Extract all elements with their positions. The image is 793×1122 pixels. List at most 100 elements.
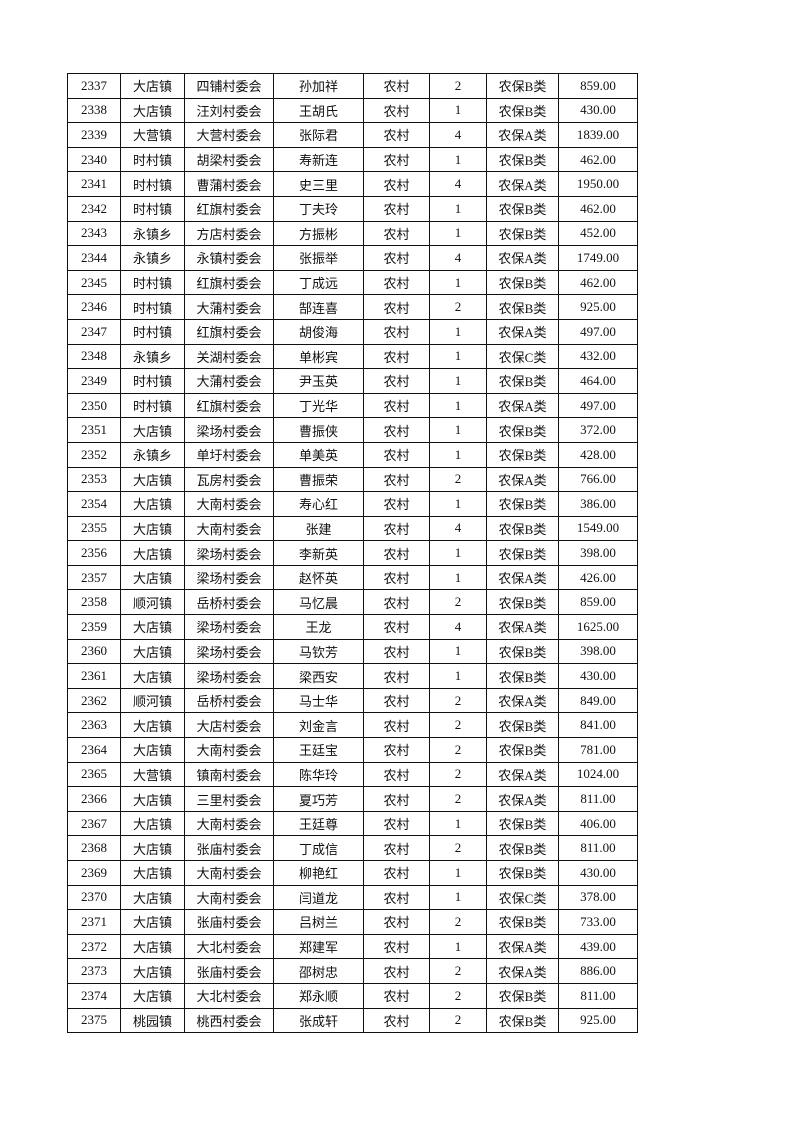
village-committee-cell: 梁场村委会 [184, 638, 274, 665]
person-name-cell: 王廷尊 [273, 810, 364, 837]
person-name-cell: 王胡氏 [273, 97, 364, 124]
household-count-cell: 2 [429, 786, 487, 812]
household-count-cell: 4 [429, 171, 487, 197]
household-count-cell: 2 [429, 737, 487, 763]
township-cell: 时村镇 [120, 392, 185, 419]
amount-cell: 811.00 [558, 982, 638, 1009]
household-count-cell: 2 [429, 712, 487, 739]
person-name-cell: 马钦芳 [273, 638, 364, 665]
area-type-cell: 农村 [363, 171, 430, 197]
table-row: 2360 大店镇 梁场村委会 马钦芳 农村 1 农保B类 398.00 [67, 638, 638, 665]
township-cell: 永镇乡 [120, 441, 185, 468]
amount-cell: 1839.00 [558, 122, 638, 148]
row-number-cell: 2348 [67, 343, 121, 370]
table-row: 2368 大店镇 张庙村委会 丁成信 农村 2 农保B类 811.00 [67, 835, 638, 861]
area-type-cell: 农村 [363, 417, 430, 443]
township-cell: 大店镇 [120, 958, 185, 984]
amount-cell: 439.00 [558, 933, 638, 960]
amount-cell: 925.00 [558, 1007, 638, 1034]
person-name-cell: 方振彬 [273, 220, 364, 247]
table-row: 2357 大店镇 梁场村委会 赵怀英 农村 1 农保A类 426.00 [67, 564, 638, 591]
village-committee-cell: 大营村委会 [184, 122, 274, 148]
table-row: 2352 永镇乡 单圩村委会 单美英 农村 1 农保B类 428.00 [67, 441, 638, 468]
person-name-cell: 丁光华 [273, 392, 364, 419]
township-cell: 永镇乡 [120, 220, 185, 247]
area-type-cell: 农村 [363, 392, 430, 419]
table-row: 2355 大店镇 大南村委会 张建 农村 4 农保B类 1549.00 [67, 515, 638, 542]
village-committee-cell: 永镇村委会 [184, 245, 274, 271]
area-type-cell: 农村 [363, 589, 430, 616]
table-row: 2349 时村镇 大蒲村委会 尹玉英 农村 1 农保B类 464.00 [67, 368, 638, 394]
insurance-category-cell: 农保A类 [486, 687, 559, 714]
household-count-cell: 2 [429, 73, 487, 99]
amount-cell: 497.00 [558, 318, 638, 345]
row-number-cell: 2355 [67, 515, 121, 542]
township-cell: 大店镇 [120, 491, 185, 517]
table-row: 2364 大店镇 大南村委会 王廷宝 农村 2 农保B类 781.00 [67, 737, 638, 763]
table-row: 2361 大店镇 梁场村委会 梁西安 农村 1 农保B类 430.00 [67, 663, 638, 689]
township-cell: 时村镇 [120, 195, 185, 222]
insurance-category-cell: 农保B类 [486, 638, 559, 665]
amount-cell: 1549.00 [558, 515, 638, 542]
township-cell: 时村镇 [120, 171, 185, 197]
township-cell: 大营镇 [120, 122, 185, 148]
township-cell: 大店镇 [120, 884, 185, 911]
row-number-cell: 2353 [67, 466, 121, 493]
insurance-category-cell: 农保B类 [486, 146, 559, 173]
row-number-cell: 2372 [67, 933, 121, 960]
area-type-cell: 农村 [363, 491, 430, 517]
row-number-cell: 2352 [67, 441, 121, 468]
table-row: 2342 时村镇 红旗村委会 丁夫玲 农村 1 农保B类 462.00 [67, 195, 638, 222]
village-committee-cell: 方店村委会 [184, 220, 274, 247]
person-name-cell: 丁成远 [273, 269, 364, 296]
table-row: 2338 大店镇 汪刘村委会 王胡氏 农村 1 农保B类 430.00 [67, 97, 638, 124]
person-name-cell: 柳艳红 [273, 860, 364, 886]
village-committee-cell: 红旗村委会 [184, 195, 274, 222]
insurance-category-cell: 农保B类 [486, 269, 559, 296]
person-name-cell: 马士华 [273, 687, 364, 714]
area-type-cell: 农村 [363, 614, 430, 640]
person-name-cell: 丁成信 [273, 835, 364, 861]
village-committee-cell: 张庙村委会 [184, 958, 274, 984]
village-committee-cell: 桃西村委会 [184, 1007, 274, 1034]
village-committee-cell: 汪刘村委会 [184, 97, 274, 124]
township-cell: 时村镇 [120, 294, 185, 320]
township-cell: 大店镇 [120, 663, 185, 689]
household-count-cell: 2 [429, 687, 487, 714]
insurance-category-cell: 农保B类 [486, 860, 559, 886]
row-number-cell: 2365 [67, 761, 121, 788]
table-row: 2353 大店镇 瓦房村委会 曹振荣 农村 2 农保A类 766.00 [67, 466, 638, 493]
insurance-category-cell: 农保A类 [486, 122, 559, 148]
village-committee-cell: 大南村委会 [184, 737, 274, 763]
table-row: 2339 大营镇 大营村委会 张际君 农村 4 农保A类 1839.00 [67, 122, 638, 148]
row-number-cell: 2341 [67, 171, 121, 197]
amount-cell: 426.00 [558, 564, 638, 591]
village-committee-cell: 梁场村委会 [184, 614, 274, 640]
insurance-category-cell: 农保A类 [486, 564, 559, 591]
insurance-category-cell: 农保A类 [486, 933, 559, 960]
village-committee-cell: 红旗村委会 [184, 392, 274, 419]
village-committee-cell: 大蒲村委会 [184, 368, 274, 394]
person-name-cell: 张际君 [273, 122, 364, 148]
person-name-cell: 陈华玲 [273, 761, 364, 788]
area-type-cell: 农村 [363, 663, 430, 689]
table-row: 2358 顺河镇 岳桥村委会 马忆晨 农村 2 农保B类 859.00 [67, 589, 638, 616]
amount-cell: 841.00 [558, 712, 638, 739]
amount-cell: 428.00 [558, 441, 638, 468]
area-type-cell: 农村 [363, 368, 430, 394]
village-committee-cell: 胡梁村委会 [184, 146, 274, 173]
person-name-cell: 史三里 [273, 171, 364, 197]
village-committee-cell: 关湖村委会 [184, 343, 274, 370]
row-number-cell: 2351 [67, 417, 121, 443]
village-committee-cell: 大北村委会 [184, 933, 274, 960]
township-cell: 大营镇 [120, 761, 185, 788]
village-committee-cell: 红旗村委会 [184, 269, 274, 296]
amount-cell: 1625.00 [558, 614, 638, 640]
row-number-cell: 2347 [67, 318, 121, 345]
household-count-cell: 1 [429, 441, 487, 468]
amount-cell: 406.00 [558, 810, 638, 837]
table-row: 2351 大店镇 梁场村委会 曹振侠 农村 1 农保B类 372.00 [67, 417, 638, 443]
area-type-cell: 农村 [363, 786, 430, 812]
village-committee-cell: 张庙村委会 [184, 909, 274, 935]
township-cell: 桃园镇 [120, 1007, 185, 1034]
